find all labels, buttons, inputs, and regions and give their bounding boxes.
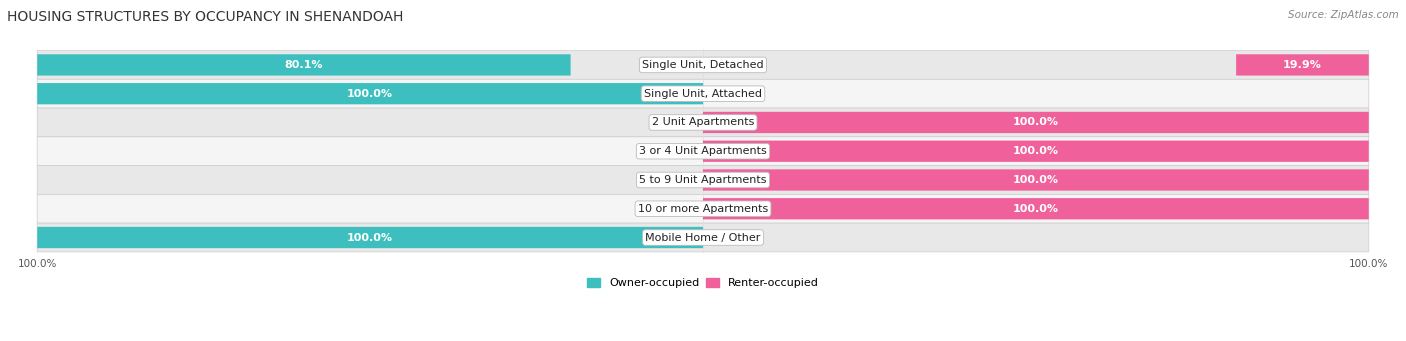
FancyBboxPatch shape <box>37 79 1369 108</box>
Text: 0.0%: 0.0% <box>723 233 751 242</box>
Text: Single Unit, Detached: Single Unit, Detached <box>643 60 763 70</box>
Text: 100.0%: 100.0% <box>1012 146 1059 156</box>
Text: 0.0%: 0.0% <box>655 146 683 156</box>
FancyBboxPatch shape <box>703 169 1369 191</box>
FancyBboxPatch shape <box>37 223 1369 252</box>
FancyBboxPatch shape <box>37 194 1369 223</box>
Text: Single Unit, Attached: Single Unit, Attached <box>644 89 762 99</box>
Text: 100.0%: 100.0% <box>347 233 394 242</box>
FancyBboxPatch shape <box>37 166 1369 194</box>
FancyBboxPatch shape <box>703 140 1369 162</box>
Text: 19.9%: 19.9% <box>1284 60 1322 70</box>
Text: 5 to 9 Unit Apartments: 5 to 9 Unit Apartments <box>640 175 766 185</box>
Legend: Owner-occupied, Renter-occupied: Owner-occupied, Renter-occupied <box>582 273 824 293</box>
Text: 100.0%: 100.0% <box>1012 175 1059 185</box>
FancyBboxPatch shape <box>703 198 1369 219</box>
Text: HOUSING STRUCTURES BY OCCUPANCY IN SHENANDOAH: HOUSING STRUCTURES BY OCCUPANCY IN SHENA… <box>7 10 404 24</box>
Text: 100.0%: 100.0% <box>347 89 394 99</box>
Text: 100.0%: 100.0% <box>1012 204 1059 214</box>
Text: 3 or 4 Unit Apartments: 3 or 4 Unit Apartments <box>640 146 766 156</box>
Text: 100.0%: 100.0% <box>1012 117 1059 128</box>
Text: 80.1%: 80.1% <box>284 60 323 70</box>
Text: 2 Unit Apartments: 2 Unit Apartments <box>652 117 754 128</box>
FancyBboxPatch shape <box>37 50 1369 79</box>
Text: 0.0%: 0.0% <box>723 89 751 99</box>
Text: 0.0%: 0.0% <box>655 117 683 128</box>
Text: 0.0%: 0.0% <box>655 204 683 214</box>
FancyBboxPatch shape <box>37 54 571 76</box>
FancyBboxPatch shape <box>37 108 1369 137</box>
Text: Mobile Home / Other: Mobile Home / Other <box>645 233 761 242</box>
FancyBboxPatch shape <box>703 112 1369 133</box>
FancyBboxPatch shape <box>37 83 703 104</box>
FancyBboxPatch shape <box>1236 54 1369 76</box>
Text: Source: ZipAtlas.com: Source: ZipAtlas.com <box>1288 10 1399 20</box>
Text: 10 or more Apartments: 10 or more Apartments <box>638 204 768 214</box>
Text: 0.0%: 0.0% <box>655 175 683 185</box>
FancyBboxPatch shape <box>37 227 703 248</box>
FancyBboxPatch shape <box>37 137 1369 166</box>
